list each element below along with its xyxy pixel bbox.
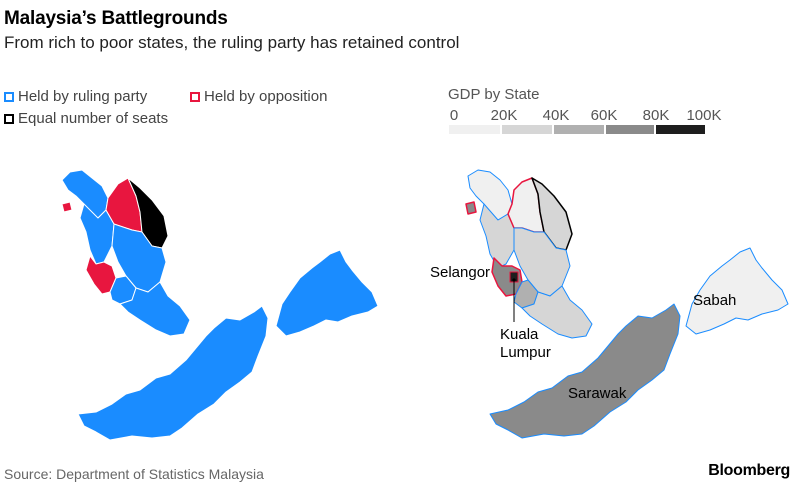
gdp-tick: 80K <box>642 107 670 124</box>
right-map <box>465 169 789 439</box>
gdp-bar-0-20k <box>449 125 500 134</box>
legend-ruling-label: Held by ruling party <box>18 88 148 105</box>
label-sarawak: Sarawak <box>568 385 627 402</box>
gdp-legend-title: GDP by State <box>448 86 540 103</box>
gdp-state-sabah <box>685 247 789 335</box>
legend-ruling: Held by ruling party <box>4 88 147 105</box>
gdp-state-johor <box>521 285 593 339</box>
legend-opposition-label: Held by opposition <box>204 88 328 105</box>
legend-equal: Equal number of seats <box>4 110 168 127</box>
opposition-swatch-icon <box>190 91 200 102</box>
gdp-bar-60k-80k <box>606 125 654 134</box>
gdp-state-perak <box>479 203 515 269</box>
gdp-tick: 40K <box>542 107 570 124</box>
legend-equal-label: Equal number of seats <box>18 110 169 127</box>
label-lumpur: Lumpur <box>500 344 551 361</box>
kuala-lumpur-dot <box>512 278 516 282</box>
gdp-state-penang <box>465 201 477 215</box>
gdp-tick: 20K <box>490 107 518 124</box>
gdp-state-kuala-lumpur <box>509 271 519 283</box>
gdp-tick: 60K <box>590 107 618 124</box>
equal-swatch-icon <box>4 113 14 124</box>
state-penang <box>61 201 73 213</box>
label-kuala: Kuala <box>500 326 539 343</box>
gdp-bar-40k-60k <box>554 125 604 134</box>
state-sarawak-left <box>77 305 269 441</box>
state-johor <box>119 281 191 337</box>
legend-opposition: Held by opposition <box>190 88 327 105</box>
source-note: Source: Department of Statistics Malaysi… <box>4 466 264 482</box>
gdp-bar-20k-40k <box>502 125 552 134</box>
bloomberg-logo: Bloomberg <box>708 462 790 479</box>
chart-title: Malaysia’s Battlegrounds <box>4 8 228 29</box>
gdp-bar-80k-100k <box>656 125 705 134</box>
label-selangor: Selangor <box>430 264 491 281</box>
state-sabah-left <box>275 249 379 337</box>
chart-subtitle: From rich to poor states, the ruling par… <box>4 33 460 52</box>
label-sabah: Sabah <box>693 292 737 309</box>
gdp-tick: 100K <box>686 107 722 124</box>
gdp-state-sarawak <box>489 303 681 439</box>
left-map <box>61 169 379 441</box>
gdp-tick: 0 <box>449 107 459 124</box>
ruling-swatch-icon <box>4 91 14 102</box>
